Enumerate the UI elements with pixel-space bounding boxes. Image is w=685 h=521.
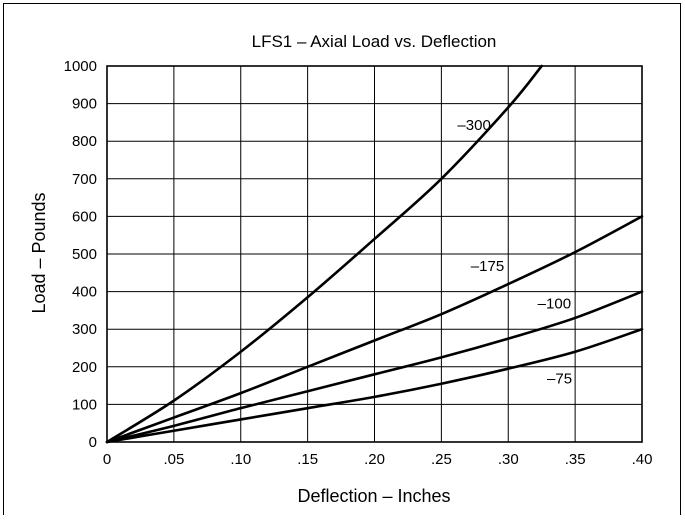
- x-tick-label: .05: [163, 451, 184, 468]
- x-tick-label: .30: [498, 451, 519, 468]
- series-label: –100: [538, 296, 571, 313]
- series-label: –300: [457, 117, 490, 134]
- y-tick-label: 900: [72, 96, 97, 113]
- chart-title: LFS1 – Axial Load vs. Deflection: [252, 32, 497, 51]
- x-tick-label: 0: [103, 451, 111, 468]
- x-axis-ticks: 0 .05 .10 .15 .20 .25 .30 .35 .40: [103, 451, 653, 468]
- x-tick-label: .25: [431, 451, 452, 468]
- y-tick-label: 1000: [64, 58, 97, 75]
- y-tick-label: 600: [72, 208, 97, 225]
- series-line-2: [105, 290, 644, 444]
- y-tick-label: 800: [72, 133, 97, 150]
- x-tick-label: .35: [565, 451, 586, 468]
- series-line-3: [105, 327, 644, 444]
- series-label: –175: [471, 258, 504, 275]
- series-label: –75: [547, 371, 572, 388]
- x-tick-label: .10: [230, 451, 251, 468]
- series-labels: –300 –175 –100 –75: [457, 117, 572, 388]
- y-tick-label: 0: [89, 434, 97, 451]
- y-axis-label: Load – Pounds: [29, 192, 49, 313]
- chart-frame: [3, 3, 681, 515]
- y-tick-label: 300: [72, 321, 97, 338]
- series-line-1: [105, 215, 644, 444]
- y-tick-label: 500: [72, 246, 97, 263]
- y-tick-label: 200: [72, 359, 97, 376]
- x-tick-label: .40: [632, 451, 653, 468]
- x-tick-label: .20: [364, 451, 385, 468]
- y-axis-ticks: 0 100 200 300 400 500 600 700 800 900 1000: [64, 58, 97, 451]
- series-group: [105, 64, 644, 444]
- y-tick-label: 700: [72, 171, 97, 188]
- y-tick-label: 400: [72, 284, 97, 301]
- x-tick-label: .15: [297, 451, 318, 468]
- y-tick-label: 100: [72, 396, 97, 413]
- series-line-0: [105, 64, 543, 444]
- x-axis-label: Deflection – Inches: [297, 486, 450, 506]
- plot-border: [106, 65, 643, 443]
